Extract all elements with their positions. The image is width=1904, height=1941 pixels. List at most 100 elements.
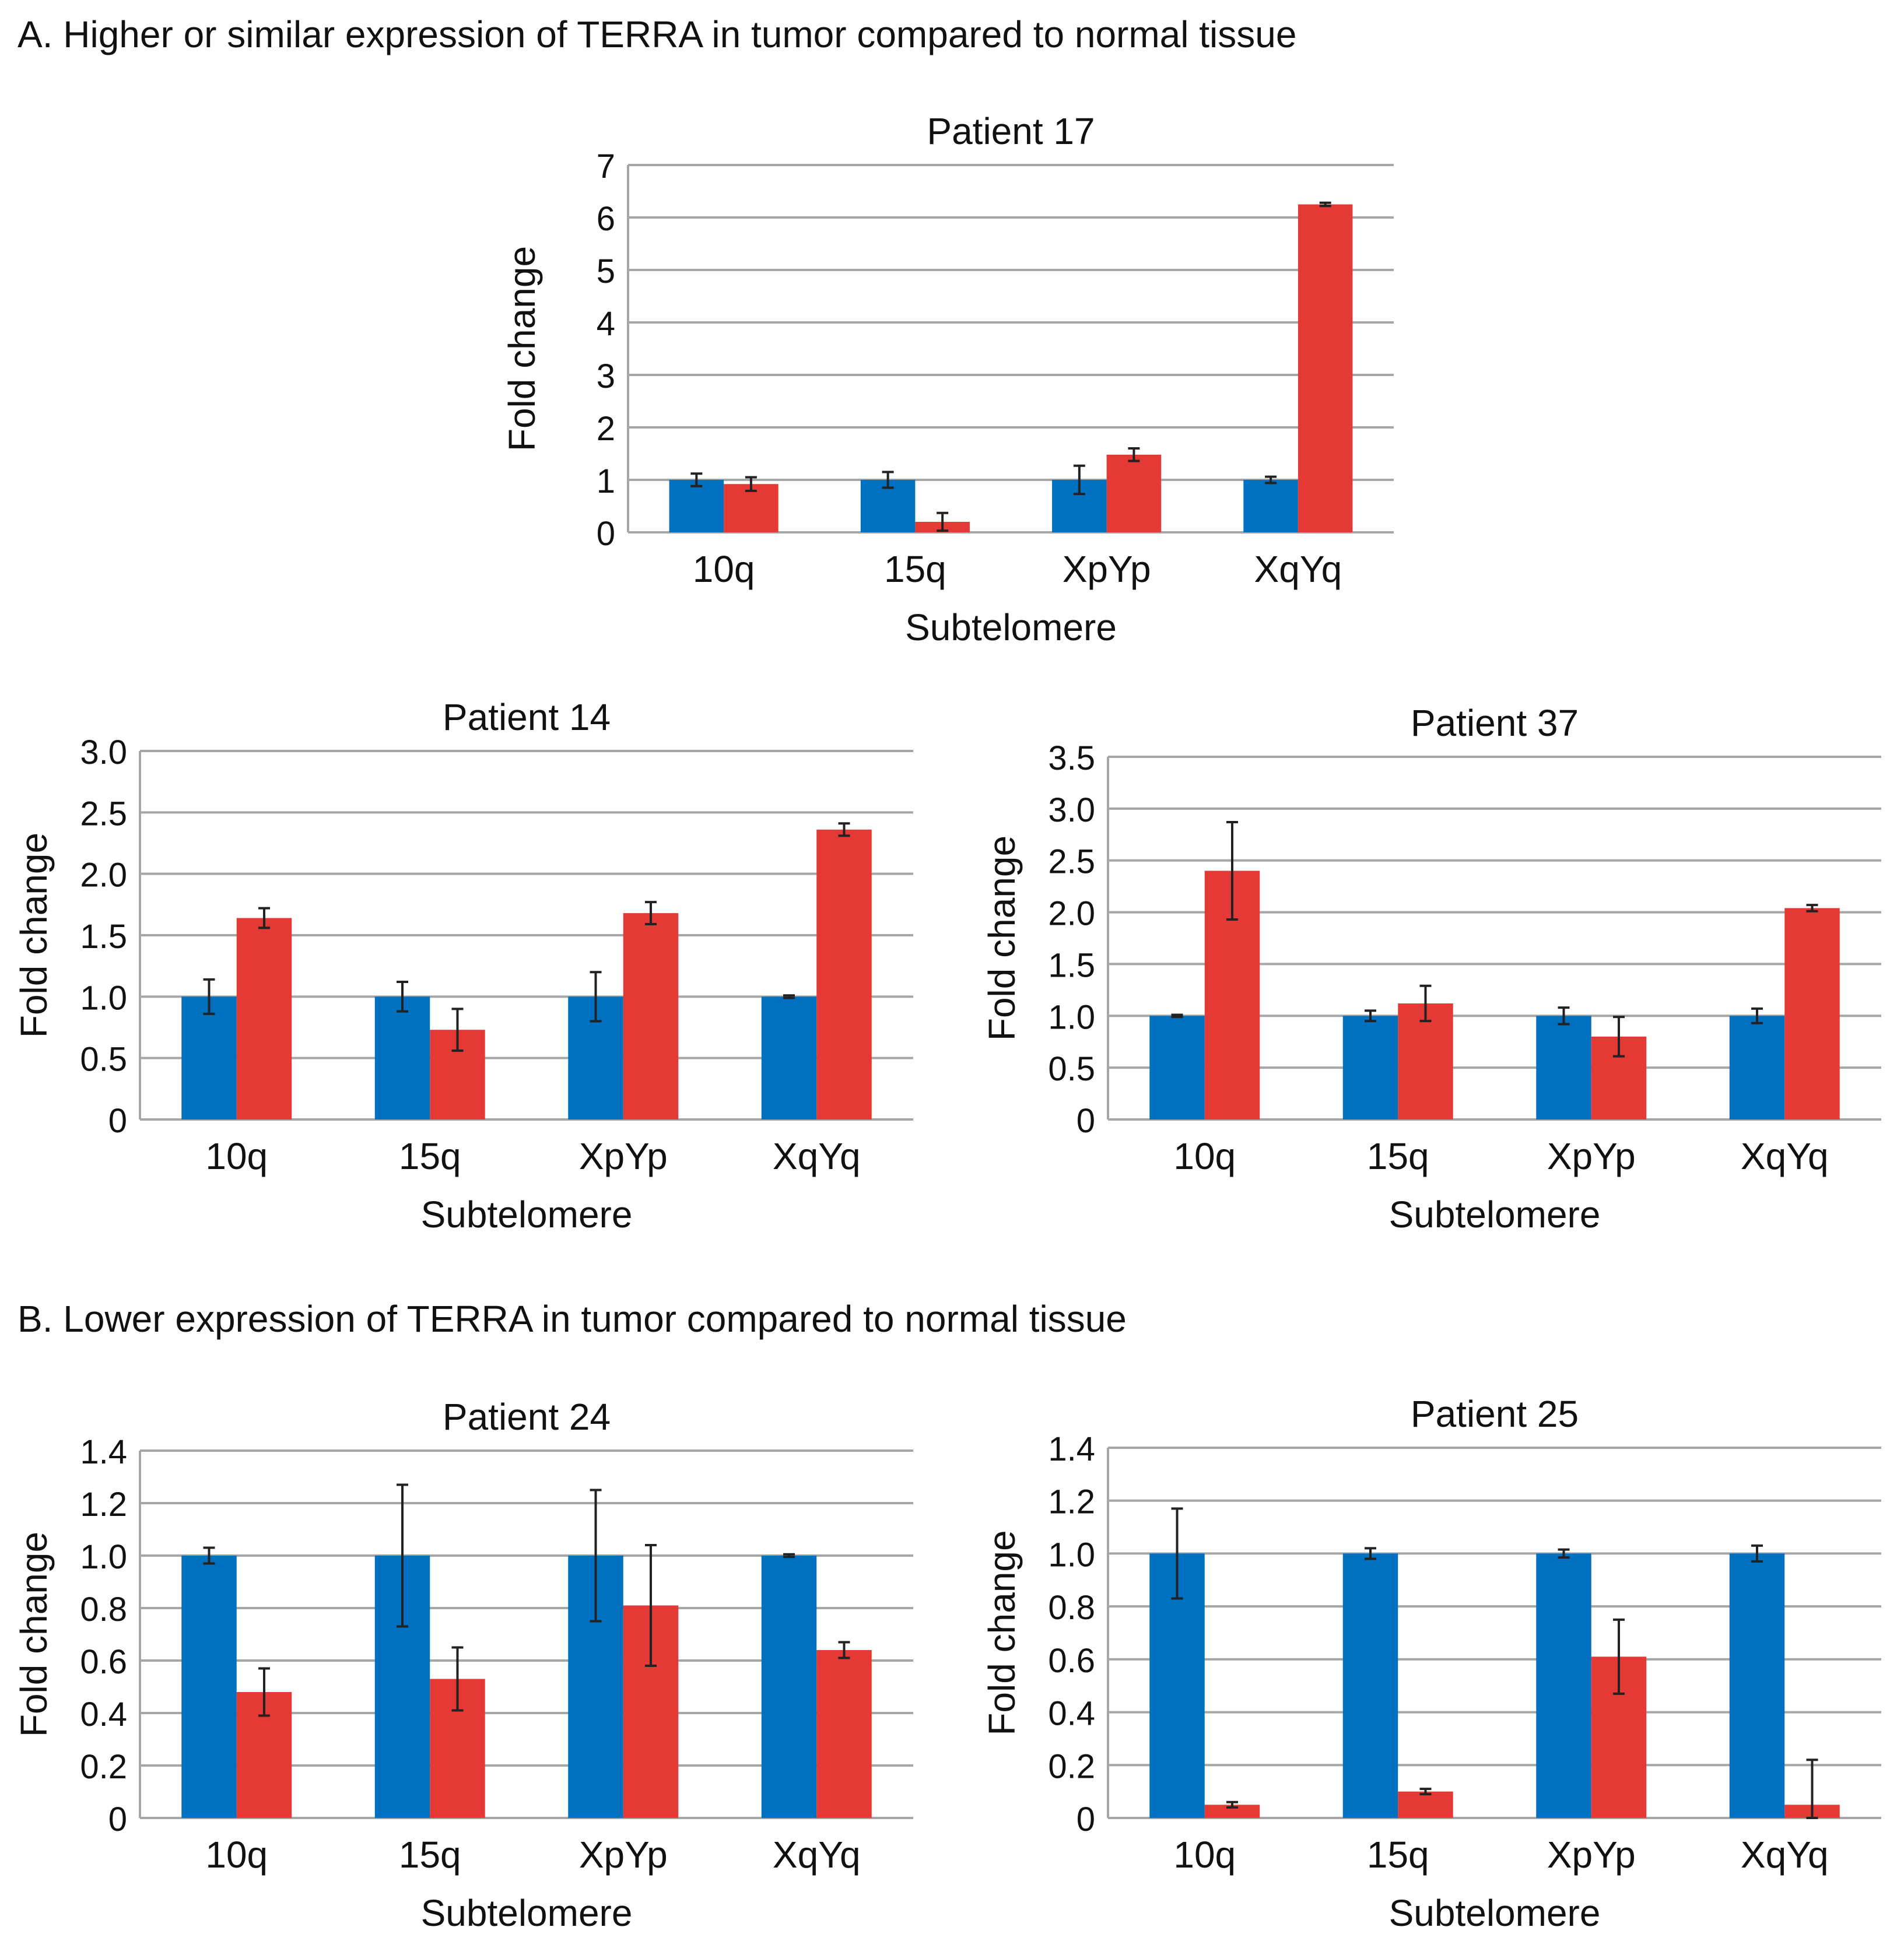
bar-normal-XqYq: [1729, 1016, 1785, 1119]
bar-normal-10q: [669, 480, 724, 532]
bar-normal-XqYq: [1729, 1553, 1785, 1818]
bar-normal-XqYq: [761, 996, 817, 1119]
chart-title: Patient 37: [1411, 702, 1579, 744]
bar-normal-15q: [1342, 1016, 1398, 1119]
bar-normal-XpYp: [1536, 1016, 1591, 1119]
bar-tumor-15q: [1398, 1791, 1453, 1818]
chart-title: Patient 14: [443, 696, 611, 738]
y-tick-label: 5: [597, 252, 615, 290]
bar-tumor-XqYq: [1298, 204, 1353, 532]
chart-title: Patient 25: [1411, 1393, 1579, 1435]
y-tick-label: 0.8: [80, 1591, 127, 1628]
y-tick-label: 3: [597, 357, 615, 395]
y-tick-label: 2.0: [1048, 895, 1095, 933]
y-tick-label: 2.0: [80, 857, 127, 894]
y-axis-title: Fold change: [13, 1532, 55, 1737]
y-tick-label: 0.5: [1048, 1050, 1095, 1088]
x-tick-label: 15q: [399, 1834, 461, 1876]
x-tick-label: XpYp: [1547, 1135, 1636, 1177]
y-tick-label: 0.6: [1048, 1642, 1095, 1680]
x-tick-label: XqYq: [1254, 548, 1342, 590]
y-tick-label: 0: [1077, 1800, 1095, 1838]
bar-tumor-XpYp: [1106, 454, 1162, 532]
y-tick-label: 0.6: [80, 1643, 127, 1681]
bar-tumor-XqYq: [1784, 908, 1840, 1119]
bar-tumor-10q: [724, 484, 779, 532]
x-axis-title: Subtelomere: [1389, 1892, 1601, 1934]
bar-tumor-XqYq: [816, 829, 872, 1119]
x-tick-label: 10q: [1173, 1135, 1236, 1177]
x-tick-label: 15q: [884, 548, 946, 590]
bar-tumor-15q: [1398, 1003, 1453, 1119]
x-tick-label: XpYp: [579, 1834, 668, 1876]
x-axis-title: Subtelomere: [1389, 1194, 1601, 1235]
x-tick-label: XqYq: [773, 1135, 861, 1177]
x-tick-label: 10q: [205, 1135, 268, 1177]
y-tick-label: 0.2: [1048, 1747, 1095, 1785]
y-tick-label: 1.0: [80, 979, 127, 1017]
y-tick-label: 6: [597, 200, 615, 238]
section-a-title: A. Higher or similar expression of TERRA…: [17, 13, 1297, 55]
y-tick-label: 3.0: [80, 733, 127, 771]
y-tick-label: 4: [597, 305, 615, 343]
x-tick-label: XqYq: [1741, 1834, 1829, 1876]
y-tick-label: 2.5: [1048, 843, 1095, 881]
x-axis-title: Subtelomere: [421, 1892, 633, 1934]
y-tick-label: 1: [597, 462, 615, 500]
chart-p37: 0 0.5 1.0 1.5 2.0 2.5 3.0 3.5 10q 15q XpYp XqYq Pati…: [981, 702, 1881, 1235]
x-tick-label: 15q: [1367, 1834, 1429, 1876]
y-tick-label: 7: [597, 148, 615, 185]
y-tick-label: 0: [597, 515, 615, 553]
x-tick-label: XqYq: [773, 1834, 861, 1876]
y-tick-label: 1.4: [1048, 1430, 1095, 1468]
section-b-title: B. Lower expression of TERRA in tumor co…: [17, 1298, 1127, 1340]
y-tick-label: 0: [108, 1102, 127, 1140]
y-tick-label: 1.0: [80, 1538, 127, 1576]
chart-title: Patient 17: [927, 110, 1095, 152]
bar-normal-15q: [1342, 1553, 1398, 1818]
bar-tumor-10q: [1204, 1805, 1260, 1818]
chart-title: Patient 24: [443, 1396, 611, 1438]
y-tick-label: 0.4: [80, 1696, 127, 1733]
y-tick-label: 0.2: [80, 1748, 127, 1786]
x-tick-label: 10q: [1173, 1834, 1236, 1876]
bar-normal-10q: [181, 996, 237, 1119]
bar-tumor-10q: [236, 918, 292, 1119]
y-tick-label: 1.5: [80, 918, 127, 956]
bar-normal-10q: [1149, 1016, 1205, 1119]
y-tick-label: 1.2: [80, 1486, 127, 1524]
y-axis-title: Fold change: [501, 246, 543, 451]
y-tick-label: 2.5: [80, 795, 127, 833]
y-tick-label: 3.5: [1048, 739, 1095, 777]
y-axis-title: Fold change: [981, 836, 1023, 1041]
y-tick-label: 1.5: [1048, 946, 1095, 984]
y-tick-label: 2: [597, 410, 615, 448]
bar-normal-10q: [181, 1556, 237, 1818]
x-axis-title: Subtelomere: [421, 1194, 633, 1235]
bar-normal-XpYp: [1536, 1553, 1591, 1818]
x-axis-title: Subtelomere: [905, 606, 1117, 648]
y-tick-label: 1.4: [80, 1433, 127, 1471]
y-tick-label: 0.5: [80, 1041, 127, 1079]
y-tick-label: 0.8: [1048, 1589, 1095, 1627]
y-tick-label: 0: [1077, 1102, 1095, 1140]
chart-p17: 0 1 2 3 4 5 6 7 10q 15q XpYp XqYq Patient 17 Subtelom…: [501, 110, 1394, 648]
y-tick-label: 1.0: [1048, 1536, 1095, 1574]
chart-p14: 0 0.5 1.0 1.5 2.0 2.5 3.0 10q 15q XpYp XqYq Patient…: [13, 696, 913, 1235]
x-tick-label: XpYp: [1063, 548, 1151, 590]
y-tick-label: 0: [108, 1800, 127, 1838]
y-tick-label: 1.2: [1048, 1483, 1095, 1521]
y-tick-label: 1.0: [1048, 998, 1095, 1036]
x-tick-label: XpYp: [1547, 1834, 1636, 1876]
chart-p24: 0 0.2 0.4 0.6 0.8 1.0 1.2 1.4 10q 15q XpYp XqYq Pati…: [13, 1396, 913, 1934]
bar-tumor-XpYp: [623, 913, 679, 1119]
y-tick-label: 3.0: [1048, 791, 1095, 829]
x-tick-label: XqYq: [1741, 1135, 1829, 1177]
bar-tumor-XqYq: [816, 1650, 872, 1818]
x-tick-label: XpYp: [579, 1135, 668, 1177]
x-tick-label: 10q: [693, 548, 755, 590]
y-axis-title: Fold change: [981, 1530, 1023, 1735]
bar-normal-XqYq: [761, 1556, 817, 1818]
bar-normal-15q: [374, 996, 430, 1119]
